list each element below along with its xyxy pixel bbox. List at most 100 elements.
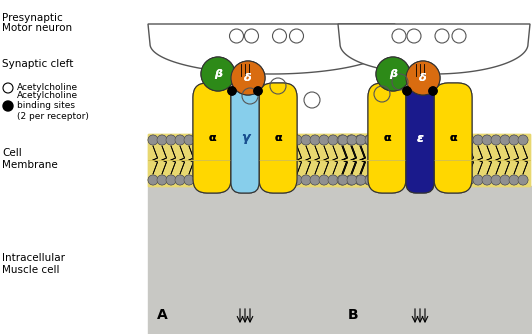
Circle shape — [374, 175, 384, 185]
Circle shape — [328, 135, 338, 145]
Circle shape — [356, 175, 366, 185]
Circle shape — [482, 135, 492, 145]
Text: δ: δ — [419, 73, 427, 83]
Circle shape — [403, 87, 411, 95]
Circle shape — [410, 135, 420, 145]
Circle shape — [455, 135, 465, 145]
Circle shape — [410, 175, 420, 185]
Circle shape — [319, 175, 329, 185]
Circle shape — [301, 135, 311, 145]
Circle shape — [428, 175, 438, 185]
Circle shape — [256, 175, 266, 185]
Circle shape — [3, 101, 13, 111]
Text: Intracellular
Muscle cell: Intracellular Muscle cell — [2, 253, 65, 275]
Text: Na⁺, (K⁺): Na⁺, (K⁺) — [235, 37, 275, 46]
Circle shape — [455, 135, 465, 145]
Circle shape — [446, 175, 456, 185]
Circle shape — [355, 175, 365, 185]
Circle shape — [211, 135, 221, 145]
Circle shape — [356, 135, 366, 145]
Circle shape — [374, 175, 384, 185]
Circle shape — [419, 135, 429, 145]
Circle shape — [283, 135, 293, 145]
Circle shape — [175, 135, 185, 145]
Circle shape — [500, 135, 510, 145]
Text: Cell
Membrane: Cell Membrane — [2, 148, 58, 170]
Circle shape — [148, 135, 158, 145]
Circle shape — [473, 175, 483, 185]
Circle shape — [256, 135, 266, 145]
Text: δ: δ — [244, 73, 252, 83]
Circle shape — [356, 175, 366, 185]
FancyBboxPatch shape — [231, 83, 259, 193]
Circle shape — [175, 175, 185, 185]
Circle shape — [428, 175, 438, 185]
Bar — [148, 186, 532, 334]
Text: α: α — [449, 133, 457, 143]
Circle shape — [292, 135, 302, 145]
Circle shape — [446, 135, 456, 145]
Circle shape — [473, 135, 483, 145]
Circle shape — [373, 135, 383, 145]
Circle shape — [220, 135, 230, 145]
Circle shape — [365, 175, 375, 185]
Circle shape — [229, 175, 239, 185]
Circle shape — [500, 175, 510, 185]
Circle shape — [202, 175, 212, 185]
Circle shape — [437, 135, 447, 145]
Circle shape — [337, 175, 347, 185]
Circle shape — [193, 135, 203, 145]
Circle shape — [319, 135, 329, 145]
Circle shape — [491, 135, 501, 145]
Circle shape — [376, 57, 410, 91]
Circle shape — [201, 57, 235, 91]
Circle shape — [382, 175, 392, 185]
FancyBboxPatch shape — [259, 83, 297, 193]
Circle shape — [419, 175, 429, 185]
Circle shape — [220, 175, 230, 185]
Circle shape — [374, 135, 384, 145]
Circle shape — [292, 175, 302, 185]
Polygon shape — [338, 24, 530, 74]
Circle shape — [231, 61, 265, 95]
Circle shape — [319, 135, 329, 145]
Text: Presynaptic: Presynaptic — [2, 13, 63, 23]
Circle shape — [500, 135, 510, 145]
Circle shape — [157, 175, 167, 185]
Circle shape — [355, 135, 365, 145]
Circle shape — [437, 135, 447, 145]
FancyBboxPatch shape — [368, 83, 406, 193]
Circle shape — [184, 135, 194, 145]
Circle shape — [509, 135, 519, 145]
FancyBboxPatch shape — [193, 83, 231, 193]
Text: α: α — [208, 133, 216, 143]
Circle shape — [228, 87, 236, 95]
Circle shape — [491, 175, 501, 185]
Circle shape — [419, 175, 429, 185]
Circle shape — [491, 175, 501, 185]
Circle shape — [229, 175, 239, 185]
Circle shape — [238, 135, 248, 145]
Circle shape — [274, 175, 284, 185]
Circle shape — [347, 175, 357, 185]
Circle shape — [482, 135, 492, 145]
Circle shape — [364, 135, 374, 145]
Circle shape — [401, 135, 411, 145]
Text: α: α — [383, 133, 391, 143]
Circle shape — [166, 175, 176, 185]
Circle shape — [301, 135, 311, 145]
Circle shape — [392, 135, 402, 145]
Circle shape — [265, 175, 275, 185]
Bar — [338, 134, 530, 186]
Circle shape — [265, 135, 275, 145]
Circle shape — [274, 135, 284, 145]
Circle shape — [283, 135, 293, 145]
FancyBboxPatch shape — [406, 83, 434, 193]
Circle shape — [392, 175, 402, 185]
Text: γ: γ — [241, 132, 250, 145]
Circle shape — [337, 135, 347, 145]
Circle shape — [310, 175, 320, 185]
Text: α: α — [208, 133, 216, 143]
Circle shape — [346, 175, 356, 185]
Circle shape — [256, 175, 266, 185]
